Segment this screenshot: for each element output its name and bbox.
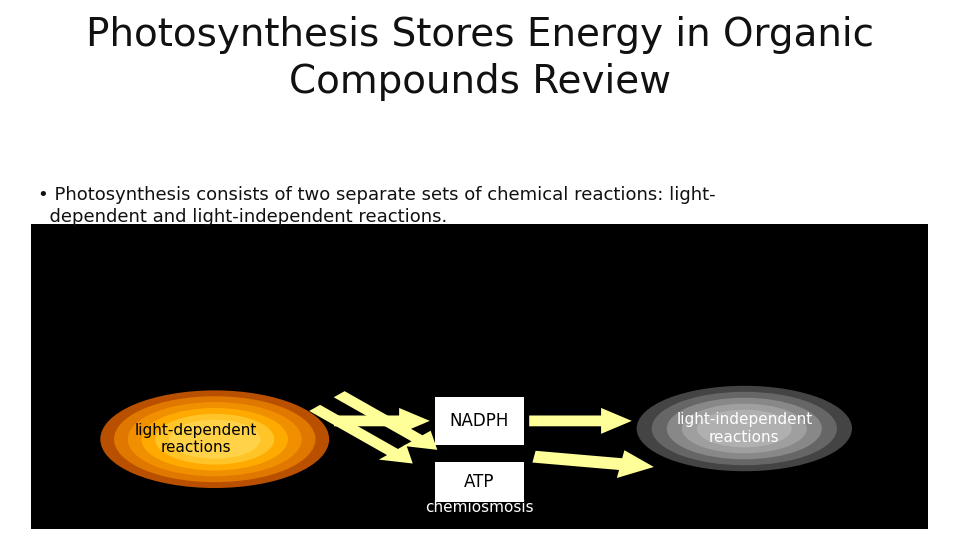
Bar	[31, 224, 928, 529]
Ellipse shape	[156, 414, 275, 464]
Bar	[435, 462, 524, 502]
FancyArrow shape	[533, 450, 654, 478]
Text: ATP: ATP	[465, 473, 494, 491]
Ellipse shape	[682, 404, 806, 453]
Ellipse shape	[100, 390, 329, 488]
Ellipse shape	[697, 410, 792, 447]
Text: dependent and light-independent reactions.: dependent and light-independent reaction…	[38, 208, 447, 226]
Text: Photosynthesis Stores Energy in Organic
Compounds Review: Photosynthesis Stores Energy in Organic …	[86, 16, 874, 101]
Ellipse shape	[141, 408, 288, 470]
Text: • Photosynthesis consists of two separate sets of chemical reactions: light-: • Photosynthesis consists of two separat…	[38, 186, 716, 204]
Ellipse shape	[652, 392, 837, 465]
Text: NADPH: NADPH	[450, 412, 509, 430]
Ellipse shape	[114, 396, 316, 482]
Ellipse shape	[169, 420, 260, 458]
FancyArrow shape	[334, 408, 430, 434]
Ellipse shape	[667, 398, 822, 460]
FancyArrow shape	[309, 405, 413, 463]
Bar	[435, 397, 524, 444]
Ellipse shape	[636, 386, 852, 471]
Text: light-independent
reactions: light-independent reactions	[676, 413, 812, 445]
Text: light-dependent
reactions: light-dependent reactions	[134, 423, 256, 455]
Text: chemiosmosis: chemiosmosis	[425, 501, 534, 515]
Ellipse shape	[128, 402, 301, 476]
FancyArrow shape	[529, 408, 632, 434]
FancyArrow shape	[334, 391, 438, 450]
